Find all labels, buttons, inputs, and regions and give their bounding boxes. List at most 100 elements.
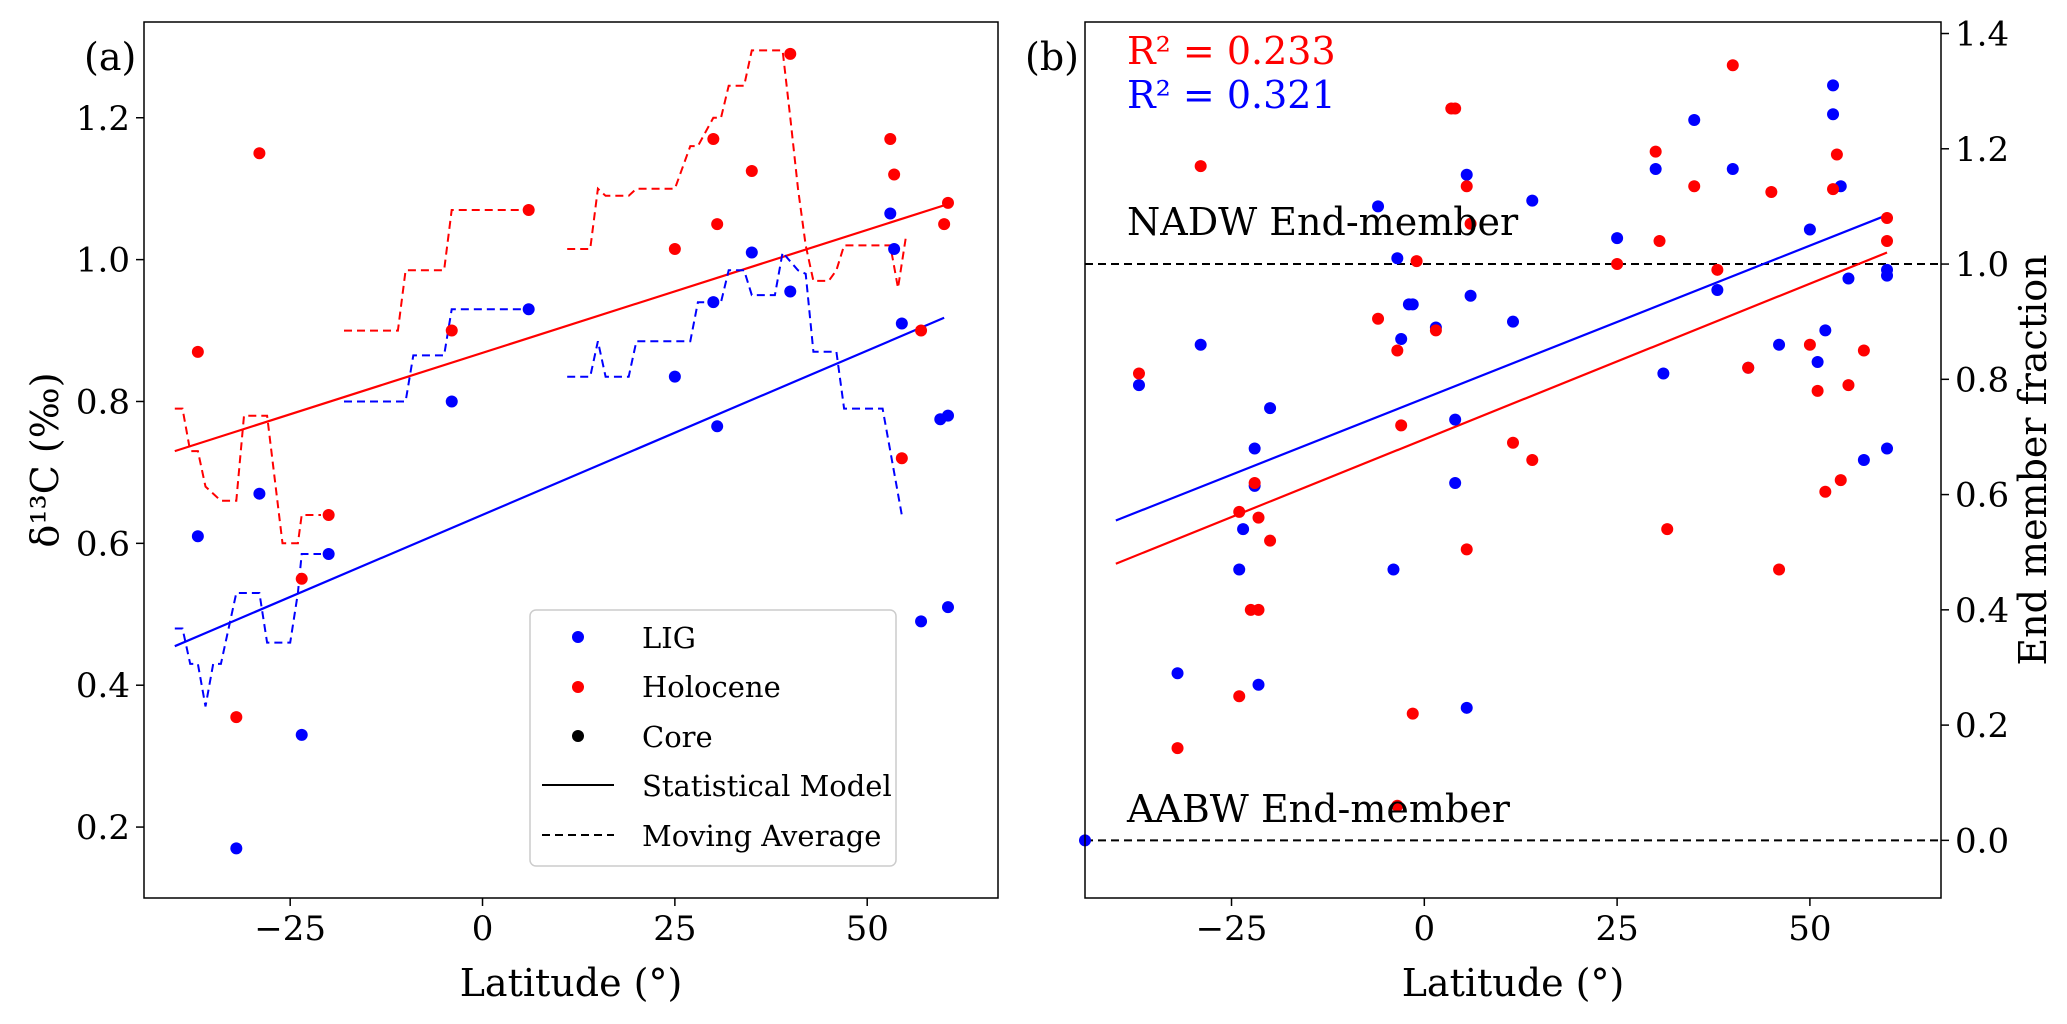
panel-b-r2-lig: R² = 0.321 <box>1127 73 1336 117</box>
panel-a-y-tick-label: 0.2 <box>76 808 130 848</box>
panel-b-holocene-point <box>1395 419 1408 432</box>
panel-b-lig-point <box>1171 667 1184 680</box>
panel-a-holocene-point <box>707 133 720 146</box>
panel-b-lig-point <box>1449 477 1462 490</box>
panel-b-lig-statistical-model <box>1115 214 1888 522</box>
panel-a-lig-point <box>230 842 243 855</box>
panel-b-y-axis-label: End member fraction <box>2011 254 2055 665</box>
panel-b-lig-point <box>1460 168 1473 181</box>
panel-b-holocene-point <box>1827 183 1840 196</box>
panel-b-lig-point <box>1726 162 1739 175</box>
panel-b-holocene-point <box>1765 186 1778 199</box>
panel-a-holocene-point <box>668 242 681 255</box>
panel-b-lig-point <box>1811 356 1824 369</box>
panel-a-lig-point <box>668 370 681 383</box>
legend-box <box>529 609 897 867</box>
panel-a-holocene-point <box>895 452 908 465</box>
panel-a-lig-point <box>915 615 928 628</box>
panel-b-lig-point <box>1657 367 1670 380</box>
legend-holocene-label: Holocene <box>642 670 781 704</box>
panel-a-lig-point <box>707 296 720 309</box>
panel-a: −25 0 25 50 0.2 0.4 0.6 0.8 1.0 1.2 (a) Latitude … <box>23 21 999 1005</box>
panel-a-lig-point <box>884 207 897 220</box>
panel-b-holocene-point <box>1881 211 1894 224</box>
panel-b-holocene-point <box>1464 217 1477 230</box>
panel-b-holocene-point <box>1507 436 1519 449</box>
panel-a-y-tick-label: 0.8 <box>76 382 130 422</box>
panel-a-holocene-point <box>711 218 724 231</box>
panel-a-x-tick-label: 25 <box>653 909 696 949</box>
panel-b-lig-point <box>1387 563 1400 576</box>
panel-a-label: (a) <box>84 35 136 79</box>
panel-b-holocene-point <box>1233 505 1246 518</box>
panel-a-holocene-point <box>295 572 308 585</box>
panel-b-holocene-point <box>1526 454 1539 466</box>
panel-b-holocene-point <box>1410 255 1423 268</box>
panel-a-lig-point <box>745 246 758 259</box>
panel-b-lig-point <box>1449 413 1462 426</box>
panel-a-x-tick-label: −25 <box>254 909 326 949</box>
panel-a-legend: LIG Holocene Core Statistical Model Movi… <box>529 609 897 867</box>
panel-a-y-tick-label: 0.6 <box>76 524 130 564</box>
panel-b-lig-point <box>1842 272 1855 285</box>
panel-b-holocene-point <box>1842 379 1855 392</box>
panel-a-holocene-point <box>322 508 335 521</box>
panel-a-x-tick-label: 0 <box>472 909 494 949</box>
panel-b-holocene-point <box>1649 145 1662 158</box>
panel-b-holocene-point <box>1819 485 1832 498</box>
panel-b-holocene-point <box>1881 235 1894 247</box>
aabw-end-member-label: AABW End-member <box>1126 787 1511 831</box>
panel-b-r2-holocene: R² = 0.233 <box>1127 29 1336 73</box>
panel-a-points <box>191 47 954 855</box>
nadw-end-member-label: NADW End-member <box>1127 200 1519 244</box>
panel-b-x-tick-label: −25 <box>1196 909 1268 949</box>
panel-b-holocene-point <box>1248 477 1261 490</box>
panel-b-lig-point <box>1391 252 1404 265</box>
panel-a-lig-statistical-model <box>174 316 945 648</box>
panel-b-holocene-point <box>1653 235 1666 247</box>
panel-b-lig-point <box>1611 232 1624 245</box>
legend-core-label: Core <box>642 720 713 754</box>
panel-a-lig-moving-average-segment-1 <box>344 308 521 403</box>
panel-b-y-tick-label: 1.2 <box>1955 130 2009 170</box>
panel-b-y-tick-label: 0.6 <box>1955 476 2009 516</box>
panel-b-holocene-point <box>1449 102 1462 115</box>
legend-lig-label: LIG <box>642 621 696 655</box>
panel-b-holocene-point <box>1171 742 1184 755</box>
panel-a-holocene-moving-average-segment-1 <box>344 209 521 332</box>
panel-b-holocene-point <box>1391 344 1404 357</box>
legend-lig-marker <box>572 631 584 643</box>
panel-a-lig-moving-average-segment-0 <box>174 553 321 707</box>
panel-b-holocene-point <box>1661 523 1674 536</box>
panel-a-frame <box>143 21 999 899</box>
panel-a-lig-point <box>322 547 335 560</box>
panel-b-holocene-point <box>1773 563 1786 576</box>
panel-b-holocene-point <box>1611 258 1624 271</box>
panel-b-lig-point <box>1857 454 1870 466</box>
panel-b-holocene-point <box>1194 160 1207 173</box>
panel-a-holocene-point <box>941 196 954 209</box>
panel-b-y-tick-label: 1.4 <box>1955 15 2009 55</box>
panel-a-holocene-point <box>191 345 204 358</box>
panel-b-holocene-point <box>1233 690 1246 703</box>
panel-a-holocene-point <box>915 324 928 337</box>
panel-a-x-axis-label: Latitude (°) <box>460 961 683 1005</box>
panel-b-y-tick-label: 1.0 <box>1955 245 2009 285</box>
panel-a-lig-point <box>445 395 458 408</box>
panel-b-lig-point <box>1819 324 1832 337</box>
panel-a-lig-point <box>888 242 901 255</box>
panel-a-holocene-point <box>888 168 901 181</box>
panel-b-holocene-point <box>1460 180 1473 193</box>
panel-b-lig-point <box>1395 332 1408 345</box>
panel-b-holocene-point <box>1429 324 1442 337</box>
panel-b-holocene-point <box>1264 534 1277 547</box>
legend-statistical-model-label: Statistical Model <box>642 769 892 803</box>
panel-b-lig-point <box>1194 338 1207 351</box>
panel-a-holocene-statistical-model <box>174 201 953 453</box>
legend-holocene-marker <box>572 681 584 693</box>
panel-b-holocene-point <box>1857 344 1870 357</box>
panel-b-holocene-point <box>1726 59 1739 72</box>
panel-a-holocene-moving-average-segment-0 <box>174 407 321 545</box>
panel-a-holocene-point <box>230 711 243 724</box>
